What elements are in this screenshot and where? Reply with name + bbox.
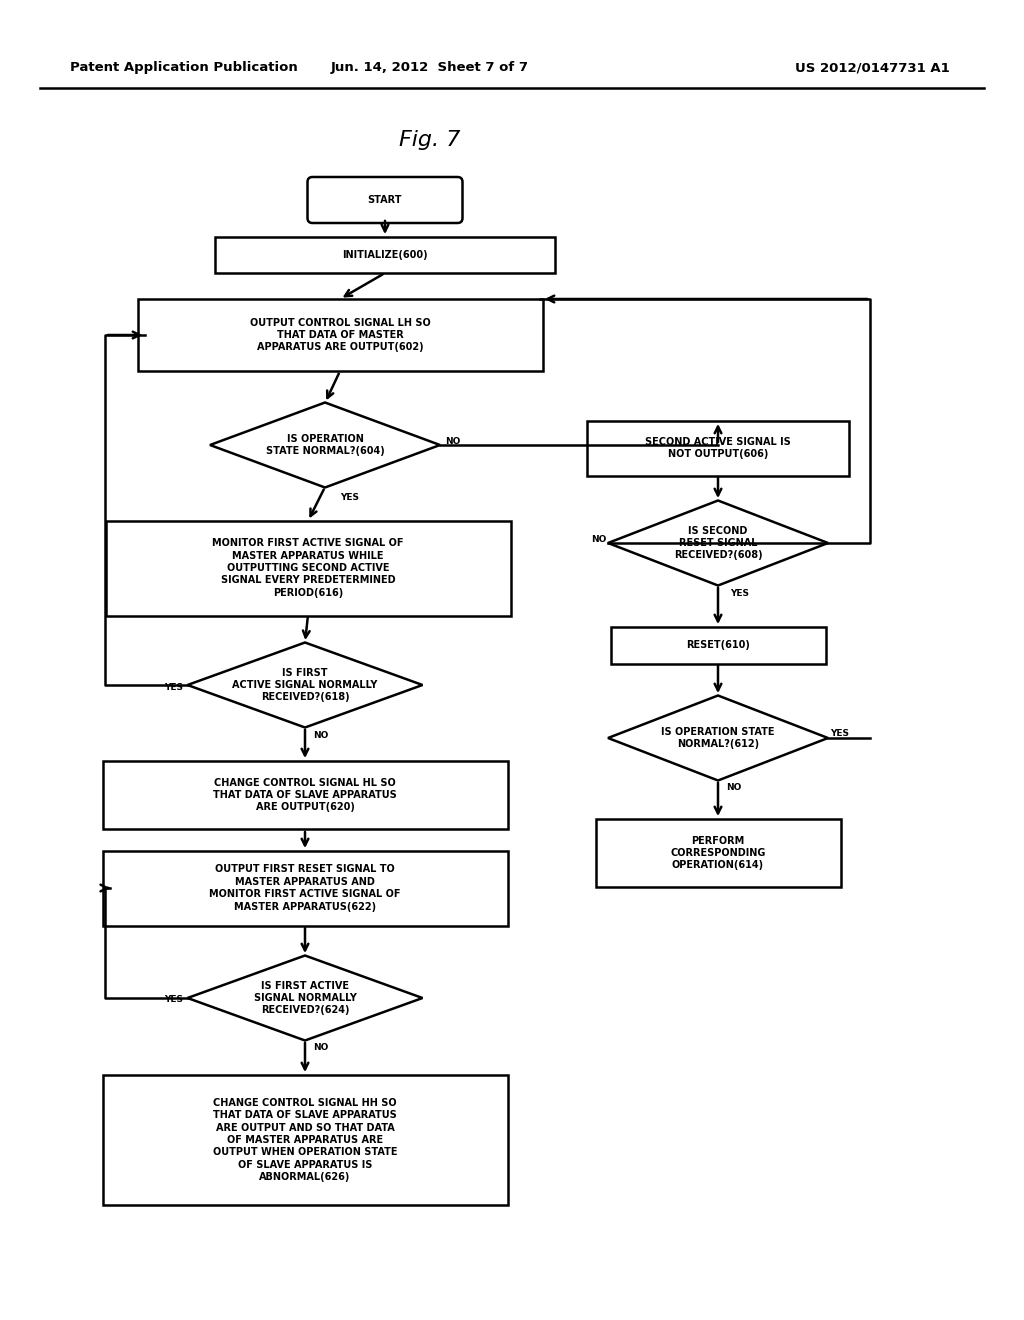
Text: CHANGE CONTROL SIGNAL HL SO
THAT DATA OF SLAVE APPARATUS
ARE OUTPUT(620): CHANGE CONTROL SIGNAL HL SO THAT DATA OF… <box>213 777 397 812</box>
Text: YES: YES <box>164 995 183 1005</box>
Text: INITIALIZE(600): INITIALIZE(600) <box>342 249 428 260</box>
Text: YES: YES <box>340 492 359 502</box>
Text: CHANGE CONTROL SIGNAL HH SO
THAT DATA OF SLAVE APPARATUS
ARE OUTPUT AND SO THAT : CHANGE CONTROL SIGNAL HH SO THAT DATA OF… <box>213 1098 397 1183</box>
Polygon shape <box>210 403 440 487</box>
Text: NO: NO <box>313 1044 329 1052</box>
Text: IS OPERATION
STATE NORMAL?(604): IS OPERATION STATE NORMAL?(604) <box>265 434 384 457</box>
Text: NO: NO <box>313 730 329 739</box>
Text: Jun. 14, 2012  Sheet 7 of 7: Jun. 14, 2012 Sheet 7 of 7 <box>331 62 529 74</box>
Text: YES: YES <box>830 730 849 738</box>
Bar <box>610 627 825 664</box>
Text: PERFORM
CORRESPONDING
OPERATION(614): PERFORM CORRESPONDING OPERATION(614) <box>671 836 766 870</box>
Text: NO: NO <box>445 437 461 446</box>
Bar <box>587 421 849 475</box>
Text: Patent Application Publication: Patent Application Publication <box>70 62 298 74</box>
Text: START: START <box>368 195 402 205</box>
Text: IS FIRST
ACTIVE SIGNAL NORMALLY
RECEIVED?(618): IS FIRST ACTIVE SIGNAL NORMALLY RECEIVED… <box>232 668 378 702</box>
Text: OUTPUT FIRST RESET SIGNAL TO
MASTER APPARATUS AND
MONITOR FIRST ACTIVE SIGNAL OF: OUTPUT FIRST RESET SIGNAL TO MASTER APPA… <box>209 865 400 912</box>
Text: RESET(610): RESET(610) <box>686 640 750 649</box>
Text: SECOND ACTIVE SIGNAL IS
NOT OUTPUT(606): SECOND ACTIVE SIGNAL IS NOT OUTPUT(606) <box>645 437 791 459</box>
Text: MONITOR FIRST ACTIVE SIGNAL OF
MASTER APPARATUS WHILE
OUTPUTTING SECOND ACTIVE
S: MONITOR FIRST ACTIVE SIGNAL OF MASTER AP… <box>212 539 403 598</box>
Polygon shape <box>187 956 423 1040</box>
Text: IS SECOND
RESET SIGNAL
RECEIVED?(608): IS SECOND RESET SIGNAL RECEIVED?(608) <box>674 525 762 561</box>
Text: IS OPERATION STATE
NORMAL?(612): IS OPERATION STATE NORMAL?(612) <box>662 727 775 750</box>
Text: OUTPUT CONTROL SIGNAL LH SO
THAT DATA OF MASTER
APPARATUS ARE OUTPUT(602): OUTPUT CONTROL SIGNAL LH SO THAT DATA OF… <box>250 318 430 352</box>
Polygon shape <box>187 643 423 727</box>
Bar <box>137 300 543 371</box>
Text: US 2012/0147731 A1: US 2012/0147731 A1 <box>796 62 950 74</box>
Text: Fig. 7: Fig. 7 <box>399 129 461 150</box>
Bar <box>215 238 555 273</box>
Bar <box>102 850 508 925</box>
Polygon shape <box>608 696 828 780</box>
Text: IS FIRST ACTIVE
SIGNAL NORMALLY
RECEIVED?(624): IS FIRST ACTIVE SIGNAL NORMALLY RECEIVED… <box>254 981 356 1015</box>
Text: YES: YES <box>730 589 749 598</box>
Text: NO: NO <box>726 784 741 792</box>
Bar <box>102 762 508 829</box>
Bar <box>102 1074 508 1205</box>
FancyBboxPatch shape <box>307 177 463 223</box>
Polygon shape <box>608 500 828 586</box>
Text: NO: NO <box>591 535 606 544</box>
Bar <box>105 520 511 615</box>
Text: YES: YES <box>164 682 183 692</box>
Bar <box>596 818 841 887</box>
